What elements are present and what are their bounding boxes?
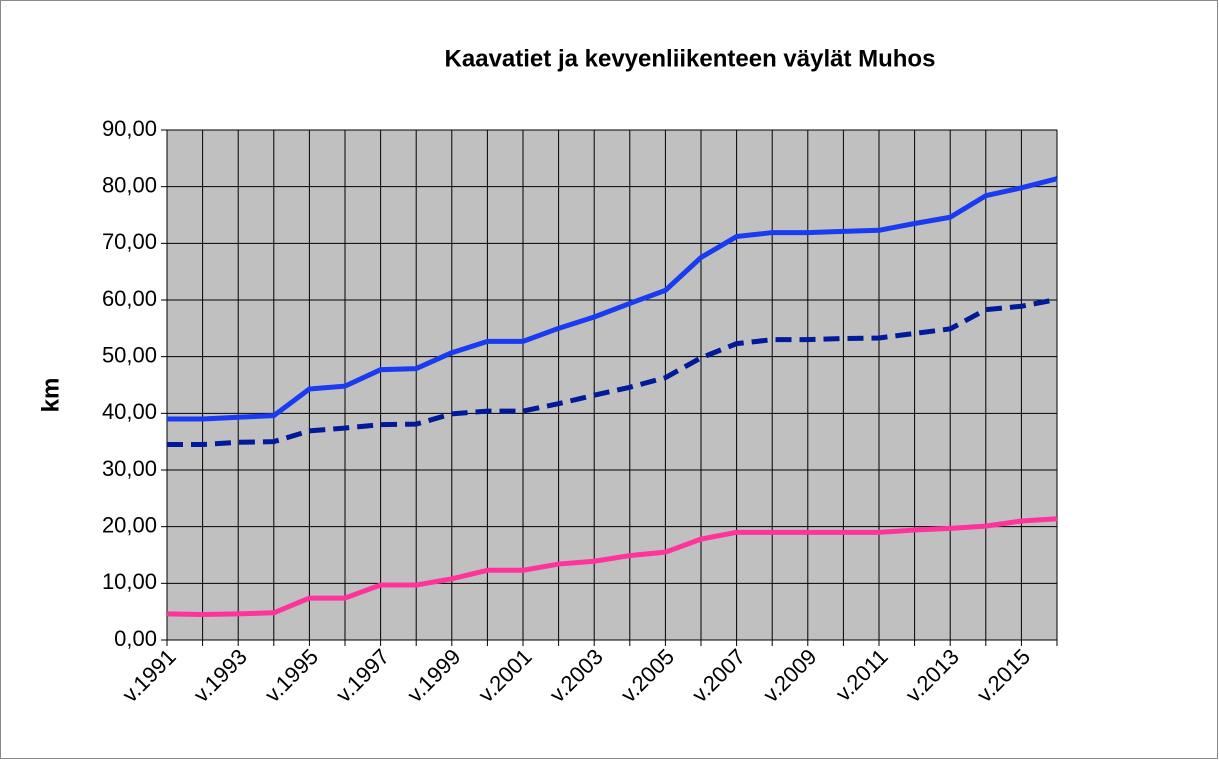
- y-tick-label: 20,00: [102, 512, 157, 537]
- chart-title: Kaavatiet ja kevyenliikenteen väylät Muh…: [445, 45, 936, 72]
- series-line: [167, 176, 1058, 422]
- y-tick-label: 10,00: [102, 569, 157, 594]
- y-tick-label: 40,00: [102, 399, 157, 424]
- y-tick-label: 70,00: [102, 229, 157, 254]
- y-tick-label: 80,00: [102, 172, 157, 197]
- plot-area: [166, 129, 1058, 641]
- y-tick-label: 50,00: [102, 342, 157, 367]
- y-tick-label: 0,00: [114, 626, 157, 651]
- y-axis-label: km: [37, 378, 64, 413]
- y-tick-label: 90,00: [102, 116, 157, 141]
- y-tick-label: 60,00: [102, 286, 157, 311]
- y-tick-label: 30,00: [102, 456, 157, 481]
- series-line: [166, 516, 1058, 617]
- series-line: [167, 296, 1058, 447]
